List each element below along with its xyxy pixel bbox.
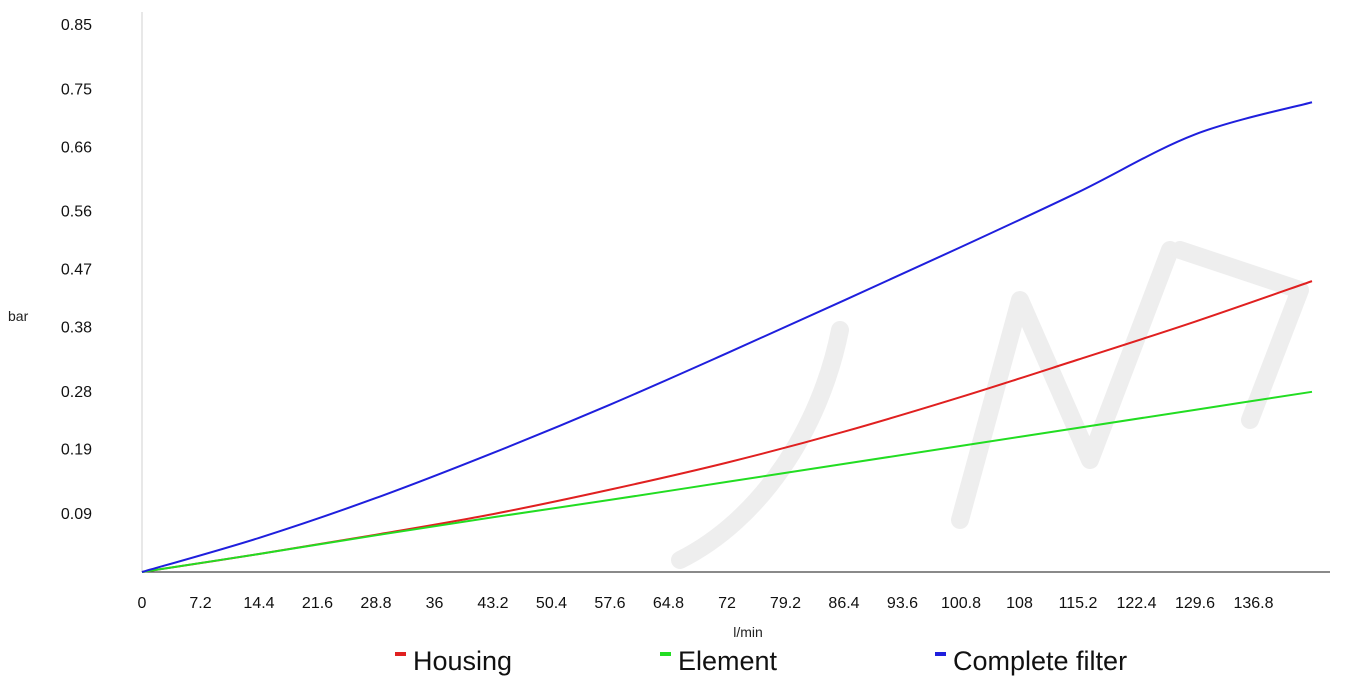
legend-swatch-housing bbox=[395, 651, 406, 656]
legend-swatch-complete-filter bbox=[935, 651, 946, 656]
legend-item-element: Element bbox=[660, 646, 777, 677]
x-tick-label: 64.8 bbox=[653, 595, 684, 612]
legend-label-complete-filter: Complete filter bbox=[953, 646, 1128, 676]
legend-item-housing: Housing bbox=[395, 646, 512, 677]
y-tick-label: 0.19 bbox=[61, 442, 92, 459]
x-tick-label: 28.8 bbox=[360, 595, 391, 612]
watermark-logo bbox=[671, 241, 1309, 569]
x-tick-label: 72 bbox=[718, 595, 736, 612]
x-tick-label: 14.4 bbox=[243, 595, 274, 612]
legend-swatch-element bbox=[660, 651, 671, 656]
x-tick-label: 86.4 bbox=[828, 595, 859, 612]
series-line-element bbox=[141, 390, 1313, 573]
x-tick-label: 43.2 bbox=[477, 595, 508, 612]
x-tick-label: 108 bbox=[1006, 595, 1033, 612]
x-tick-label: 100.8 bbox=[941, 595, 981, 612]
y-tick-label: 0.66 bbox=[61, 139, 92, 156]
x-tick-label: 36 bbox=[426, 595, 444, 612]
y-tick-label: 0.38 bbox=[61, 319, 92, 336]
x-tick-label: 136.8 bbox=[1233, 595, 1273, 612]
legend-label-housing: Housing bbox=[413, 646, 513, 676]
y-tick-label: 0.85 bbox=[61, 17, 92, 34]
x-tick-label: 79.2 bbox=[770, 595, 801, 612]
y-tick-label: 0.47 bbox=[61, 262, 92, 279]
x-tick-label: 0 bbox=[138, 595, 147, 612]
legend-item-complete-filter: Complete filter bbox=[935, 646, 1127, 677]
y-tick-label: 0.56 bbox=[61, 204, 92, 221]
x-tick-label: 21.6 bbox=[302, 595, 333, 612]
legend-label-element: Element bbox=[678, 646, 778, 676]
y-tick-label: 0.28 bbox=[61, 384, 92, 401]
series-line-complete-filter bbox=[141, 101, 1313, 573]
chart-legend: Housing Element Complete filter bbox=[0, 646, 1346, 690]
x-tick-label: 50.4 bbox=[536, 595, 567, 612]
y-axis-title: bar bbox=[8, 308, 29, 324]
x-tick-label: 129.6 bbox=[1175, 595, 1215, 612]
x-axis-title: l/min bbox=[733, 624, 763, 640]
y-tick-label: 0.09 bbox=[61, 506, 92, 523]
x-tick-label: 122.4 bbox=[1116, 595, 1156, 612]
x-tick-label: 57.6 bbox=[594, 595, 625, 612]
x-tick-label: 7.2 bbox=[189, 595, 211, 612]
line-chart: 0.09 0.19 0.28 0.38 0.47 0.56 0.66 0.75 0.85 0 7.… bbox=[8, 12, 1330, 640]
x-tick-label: 115.2 bbox=[1059, 595, 1098, 612]
x-tick-label: 93.6 bbox=[887, 595, 918, 612]
y-tick-label: 0.75 bbox=[61, 81, 92, 98]
